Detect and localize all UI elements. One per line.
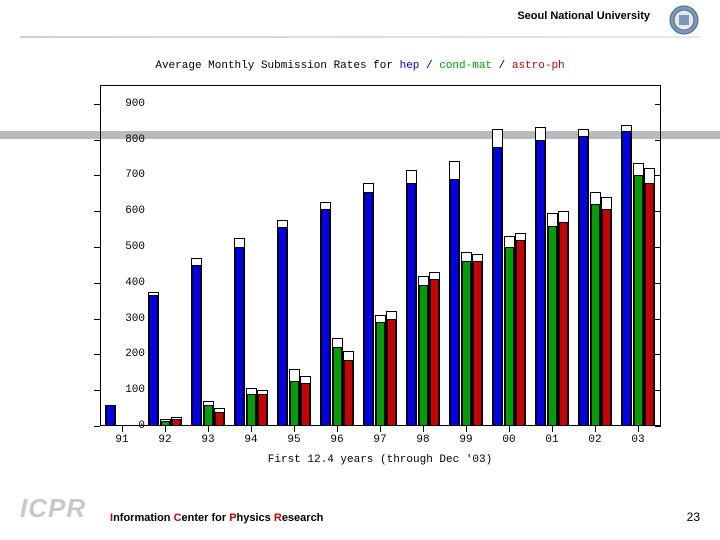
legend-astro-ph: astro-ph — [512, 60, 565, 72]
bar-hep — [235, 247, 244, 426]
x-tick-label: 00 — [502, 434, 515, 446]
bar-hep — [192, 265, 201, 426]
y-tick — [655, 354, 661, 355]
page-number: 23 — [687, 510, 700, 524]
footer-logo: ICPR — [20, 493, 86, 524]
x-tick-label: 99 — [459, 434, 472, 446]
bar-cond-mat — [419, 285, 428, 426]
bar-cond-mat — [247, 394, 256, 426]
y-tick-label: 600 — [95, 205, 145, 217]
bar-cond-mat — [376, 322, 385, 426]
y-tick-label: 200 — [95, 348, 145, 360]
y-tick-label: 100 — [95, 384, 145, 396]
bar-astro-ph — [430, 279, 439, 426]
bar-hep — [407, 183, 416, 426]
legend-hep: hep — [400, 60, 420, 72]
x-tick-label: 03 — [631, 434, 644, 446]
x-tick-label: 95 — [287, 434, 300, 446]
bar-hep — [493, 147, 502, 426]
x-tick-label: 98 — [416, 434, 429, 446]
y-tick — [655, 175, 661, 176]
bar-cond-mat — [634, 175, 643, 426]
y-tick-label: 400 — [95, 277, 145, 289]
chart-title: Average Monthly Submission Rates for hep… — [50, 60, 670, 72]
bar-astro-ph — [172, 419, 181, 426]
y-tick — [655, 283, 661, 284]
bar-astro-ph — [473, 261, 482, 426]
x-tick-label: 97 — [373, 434, 386, 446]
bar-cond-mat — [505, 247, 514, 426]
x-tick — [638, 426, 639, 432]
y-tick — [655, 104, 661, 105]
legend-cond-mat: cond-mat — [439, 60, 492, 72]
y-tick — [655, 140, 661, 141]
bar-astro-ph — [645, 183, 654, 426]
y-tick — [655, 319, 661, 320]
bar-cond-mat — [462, 261, 471, 426]
chart-area: Average Monthly Submission Rates for hep… — [50, 60, 670, 470]
plot-region: First 12.4 years (through Dec '03) 01002… — [100, 85, 661, 426]
bar-hep — [149, 295, 158, 426]
y-tick — [655, 211, 661, 212]
x-tick — [251, 426, 252, 432]
bar-cond-mat — [548, 226, 557, 426]
bar-hep — [278, 227, 287, 426]
bar-cond-mat — [333, 347, 342, 426]
x-tick-label: 94 — [244, 434, 257, 446]
x-tick — [380, 426, 381, 432]
header-title: Seoul National University — [517, 10, 650, 22]
bar-cond-mat — [204, 405, 213, 426]
x-tick — [337, 426, 338, 432]
y-tick-label: 300 — [95, 313, 145, 325]
bar-astro-ph — [301, 383, 310, 426]
x-tick-label: 91 — [115, 434, 128, 446]
bar-cond-mat — [161, 421, 170, 426]
bar-hep — [579, 136, 588, 426]
bar-hep — [450, 179, 459, 426]
bar-astro-ph — [559, 222, 568, 426]
bar-hep — [106, 405, 115, 426]
bar-astro-ph — [516, 240, 525, 426]
y-tick-label: 500 — [95, 241, 145, 253]
header-divider — [20, 36, 700, 38]
header: Seoul National University — [20, 8, 700, 38]
x-tick-label: 92 — [158, 434, 171, 446]
footer-text: Information Center for Physics Research — [110, 512, 323, 524]
bar-astro-ph — [215, 412, 224, 426]
y-tick-label: 700 — [95, 169, 145, 181]
x-tick — [466, 426, 467, 432]
y-tick-label: 800 — [95, 134, 145, 146]
x-tick — [423, 426, 424, 432]
bar-cond-mat — [591, 204, 600, 426]
x-tick-label: 96 — [330, 434, 343, 446]
x-tick-label: 01 — [545, 434, 558, 446]
y-tick — [655, 390, 661, 391]
x-tick-label: 02 — [588, 434, 601, 446]
footer: ICPR Information Center for Physics Rese… — [20, 500, 700, 530]
bar-cond-mat — [290, 381, 299, 426]
bar-hep — [622, 131, 631, 426]
bar-astro-ph — [602, 209, 611, 426]
x-tick — [208, 426, 209, 432]
y-tick — [655, 247, 661, 248]
bar-astro-ph — [258, 394, 267, 426]
bar-hep — [536, 140, 545, 426]
bar-astro-ph — [344, 360, 353, 426]
x-tick — [595, 426, 596, 432]
x-tick — [552, 426, 553, 432]
y-tick — [655, 426, 661, 427]
x-tick-label: 93 — [201, 434, 214, 446]
x-tick — [509, 426, 510, 432]
y-tick-label: 900 — [95, 98, 145, 110]
university-crest-icon — [668, 4, 700, 36]
x-tick — [122, 426, 123, 432]
x-tick — [165, 426, 166, 432]
bar-hep — [321, 209, 330, 426]
slide: Seoul National University Average Monthl… — [0, 0, 720, 540]
bar-astro-ph — [387, 319, 396, 426]
bar-hep — [364, 192, 373, 426]
x-axis-title: First 12.4 years (through Dec '03) — [100, 454, 660, 466]
x-tick — [294, 426, 295, 432]
y-tick-label: 0 — [95, 420, 145, 432]
